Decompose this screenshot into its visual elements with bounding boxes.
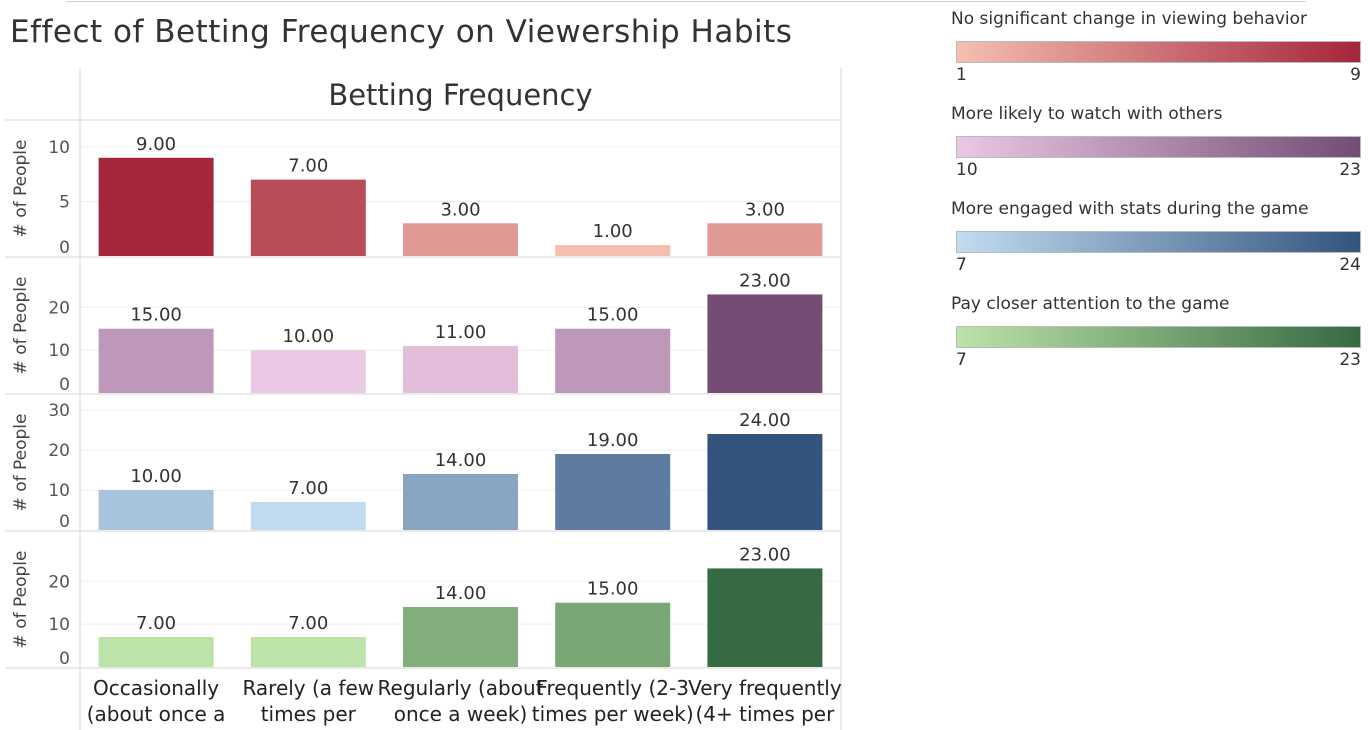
bar xyxy=(555,454,671,530)
y-tick-label: 0 xyxy=(59,512,70,532)
page-title: Effect of Betting Frequency on Viewershi… xyxy=(10,14,793,50)
bar xyxy=(707,568,823,667)
y-tick-label: 0 xyxy=(59,238,70,258)
bar-value-label: 3.00 xyxy=(745,199,785,220)
x-category-label: once a week) xyxy=(394,702,528,726)
legend-max: 24 xyxy=(1339,255,1361,275)
bar xyxy=(98,637,214,667)
bar xyxy=(707,223,823,256)
y-tick-label: 10 xyxy=(48,138,70,158)
bar-value-label: 15.00 xyxy=(587,579,639,600)
bar-value-label: 14.00 xyxy=(435,450,487,471)
legend-gradient xyxy=(956,136,1361,158)
y-tick-label: 30 xyxy=(48,401,70,421)
x-category-label: Rarely (a few xyxy=(242,676,374,700)
y-tick-label: 5 xyxy=(59,192,70,212)
bar xyxy=(250,502,366,530)
legend-gradient xyxy=(956,41,1361,63)
bar xyxy=(403,474,518,530)
bar-value-label: 7.00 xyxy=(288,156,328,177)
bar xyxy=(250,350,366,393)
bar-value-label: 10.00 xyxy=(283,326,335,347)
legend-max: 9 xyxy=(1350,65,1361,85)
y-tick-label: 20 xyxy=(48,441,70,461)
x-category-label: times per xyxy=(261,702,357,726)
bar-chart: Betting Frequency 0 5 10 # of People 9.00 7.00… xyxy=(5,68,842,730)
bar xyxy=(403,607,518,667)
bar-value-label: 7.00 xyxy=(288,613,328,634)
bar xyxy=(707,294,823,393)
legend-max: 23 xyxy=(1339,350,1361,370)
bar-value-label: 9.00 xyxy=(136,134,176,155)
y-axis-label: # of People xyxy=(11,140,31,238)
legend-min: 7 xyxy=(956,350,967,370)
bar-value-label: 7.00 xyxy=(136,613,176,634)
x-category-label: (4+ times per xyxy=(695,702,835,726)
legend-title: More likely to watch with others xyxy=(951,104,1223,124)
bar xyxy=(403,223,518,256)
x-category-label: Regularly (about xyxy=(378,676,544,700)
bar xyxy=(98,328,214,393)
bar xyxy=(707,434,823,530)
bar xyxy=(98,157,214,256)
x-category-label: Frequently (2-3 xyxy=(536,676,689,700)
top-divider xyxy=(66,1,1306,2)
bar-value-label: 23.00 xyxy=(739,270,791,291)
column-header: Betting Frequency xyxy=(328,78,592,112)
bar-value-label: 15.00 xyxy=(130,305,182,326)
y-tick-label: 10 xyxy=(48,481,70,501)
bar-value-label: 7.00 xyxy=(288,478,328,499)
bar xyxy=(98,490,214,530)
bar-value-label: 10.00 xyxy=(130,466,182,487)
y-axis-label: # of People xyxy=(11,414,31,512)
bar-value-label: 14.00 xyxy=(435,583,487,604)
legend-max: 23 xyxy=(1339,160,1361,180)
bar xyxy=(250,637,366,667)
legend-title: More engaged with stats during the game xyxy=(951,199,1309,219)
x-category-label: times per week) xyxy=(532,702,694,726)
legend-min: 10 xyxy=(956,160,978,180)
legend-gradient xyxy=(956,231,1361,253)
legend-title: Pay closer attention to the game xyxy=(951,294,1230,314)
y-axis-label: # of People xyxy=(11,551,31,649)
bar-value-label: 19.00 xyxy=(587,430,639,451)
bar-value-label: 15.00 xyxy=(587,305,639,326)
legend-min: 1 xyxy=(956,65,967,85)
bar xyxy=(403,345,518,393)
bar xyxy=(555,245,671,256)
bar xyxy=(250,179,366,256)
y-tick-label: 20 xyxy=(48,572,70,592)
bar xyxy=(555,602,671,667)
legend-title: No significant change in viewing behavio… xyxy=(951,9,1308,29)
bar xyxy=(555,328,671,393)
bar-value-label: 3.00 xyxy=(440,199,480,220)
y-tick-label: 10 xyxy=(48,615,70,635)
bar-value-label: 11.00 xyxy=(435,322,487,343)
y-axis-label: # of People xyxy=(11,277,31,375)
y-tick-label: 10 xyxy=(48,341,70,361)
legend-min: 7 xyxy=(956,255,967,275)
x-category-label: (about once a xyxy=(87,702,226,726)
y-tick-label: 20 xyxy=(48,298,70,318)
y-tick-label: 0 xyxy=(59,649,70,669)
bar-value-label: 1.00 xyxy=(593,221,633,242)
x-category-label: Very frequently xyxy=(688,676,842,700)
bar-value-label: 23.00 xyxy=(739,544,791,565)
x-category-label: Occasionally xyxy=(93,676,219,700)
legend-gradient xyxy=(956,326,1361,348)
y-tick-label: 0 xyxy=(59,375,70,395)
bar-value-label: 24.00 xyxy=(739,410,791,431)
